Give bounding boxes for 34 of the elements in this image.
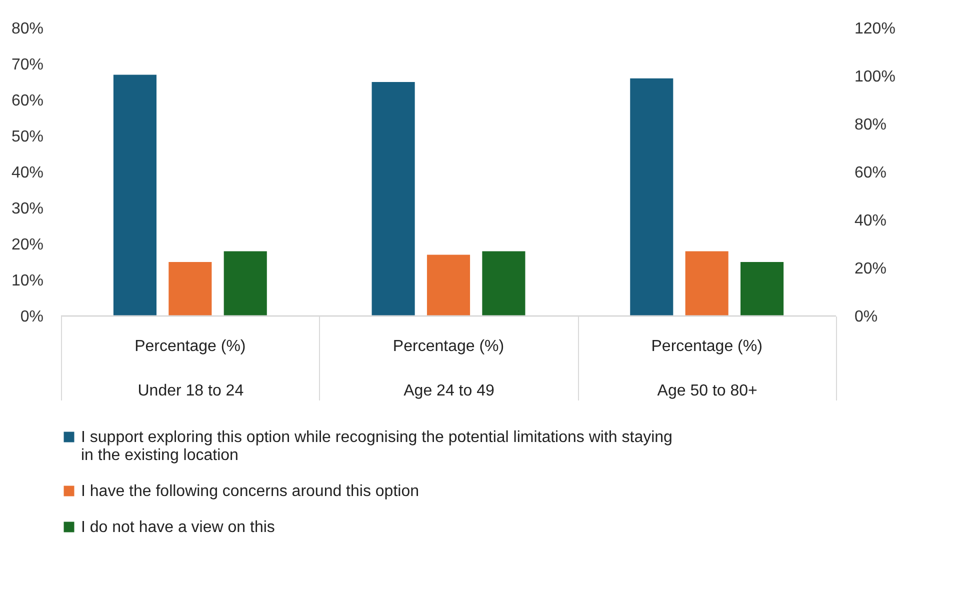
text: Percentage (%) [134, 338, 246, 355]
x-tick-label: Under 18 to 24 [138, 382, 244, 400]
y2-tick-label: 60% [854, 164, 887, 182]
bar [630, 78, 674, 316]
y2-tick-label: 100% [854, 68, 896, 86]
legend-label: I have the following concerns around this option [81, 483, 419, 500]
y2-tick-label: 120% [854, 20, 896, 38]
y2-tick-label: 20% [854, 260, 887, 278]
bar [685, 251, 728, 316]
y-tick-label: 60% [11, 92, 44, 110]
y2-tick-label: 80% [854, 116, 887, 134]
text: Percentage (%) [651, 338, 762, 355]
text: Percentage (%) [392, 338, 504, 355]
y-tick-label: 20% [11, 236, 44, 254]
y-tick-label: 30% [11, 200, 44, 218]
y-tick-label: 40% [11, 164, 44, 182]
y-tick-label: 70% [11, 56, 44, 74]
x-tick-label: Age 24 to 49 [404, 382, 494, 400]
bar [740, 262, 784, 316]
bar [426, 254, 470, 316]
y2-tick-label: 0% [854, 308, 878, 326]
y-tick-label: 0% [20, 308, 44, 326]
bar [168, 262, 212, 316]
y2-tick-label: 40% [854, 212, 887, 230]
x-tick-label: Age 50 to 80+ [657, 382, 758, 400]
y-tick-label: 50% [11, 128, 44, 146]
bar [482, 251, 526, 316]
bar [372, 82, 415, 316]
legend-label: I do not have a view on this [81, 519, 275, 536]
bar [113, 74, 156, 316]
y-tick-label: 80% [11, 20, 44, 38]
legend-label: I support exploring this option while recognising the potential limitations with staying in the existing location [81, 429, 672, 464]
y-tick-label: 10% [11, 272, 44, 290]
bar [224, 251, 267, 316]
